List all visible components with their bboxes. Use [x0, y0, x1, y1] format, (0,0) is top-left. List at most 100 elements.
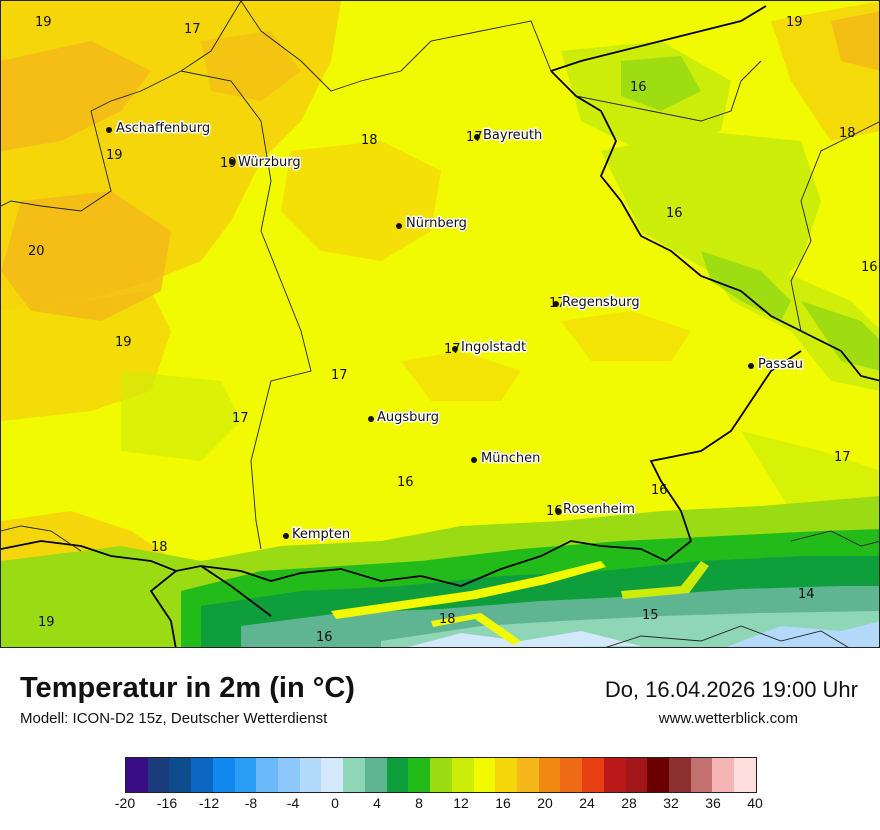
- legend-tick-label: -20: [114, 795, 136, 811]
- legend-color-cell: [321, 758, 344, 792]
- legend-tick-label: -8: [244, 795, 258, 811]
- temp-label: 16: [666, 206, 683, 221]
- city-augsburg: Augsburg: [368, 409, 441, 427]
- city-label: Augsburg: [377, 410, 439, 425]
- legend-tick-label: 0: [331, 795, 339, 811]
- city-dot: [553, 301, 559, 307]
- map-canvas: 19 17 19 18 17 18 19 19 20 19 16 17 17 1…: [1, 1, 879, 647]
- temp-label: 19: [106, 148, 123, 163]
- legend-color-cell: [126, 758, 148, 792]
- legend-color-cell: [278, 758, 300, 792]
- legend-tick-label: 4: [373, 795, 381, 811]
- alps-zones: [1, 496, 879, 647]
- city-dot: [748, 363, 754, 369]
- legend-color-cell: [169, 758, 192, 792]
- cities: Aschaffenburg Würzburg Bayreuth Nürnberg…: [106, 120, 804, 544]
- city-label: Würzburg: [238, 155, 301, 170]
- temp-label: 17: [834, 450, 851, 465]
- legend-color-cell: [647, 758, 669, 792]
- city-dot: [283, 533, 289, 539]
- city-label: Kempten: [292, 527, 350, 542]
- legend-color-cell: [690, 758, 713, 792]
- map-title: Temperatur in 2m (in °C): [20, 672, 355, 704]
- legend-color-cell: [343, 758, 365, 792]
- legend-tick-label: 40: [747, 795, 763, 811]
- city-dot: [229, 159, 235, 165]
- temp-label: 16: [397, 475, 414, 490]
- temp-label: 19: [35, 15, 52, 30]
- hot-zones: [1, 11, 879, 321]
- temp-label: 18: [361, 133, 378, 148]
- temp-label: 16: [651, 483, 668, 498]
- temp-label: 18: [439, 612, 456, 627]
- legend-color-cell: [191, 758, 213, 792]
- temp-label: 17: [184, 22, 201, 37]
- city-label: Aschaffenburg: [116, 121, 210, 136]
- legend-color-cell: [299, 758, 322, 792]
- legend-tick-labels: -20 -16 -12 -8 -4 0 4 8 12 16 20 24 28 32 36 40: [115, 795, 763, 815]
- temp-label: 19: [786, 15, 803, 30]
- legend-color-cell: [212, 758, 235, 792]
- city-label: Bayreuth: [483, 128, 542, 143]
- temp-label: 20: [28, 244, 45, 259]
- temp-label: 16: [546, 504, 563, 519]
- color-legend: [125, 757, 757, 793]
- temp-label: 17: [232, 411, 249, 426]
- legend-color-cell: [582, 758, 604, 792]
- temp-label: 16: [316, 630, 333, 645]
- city-dot: [474, 134, 480, 140]
- legend-tick-label: -16: [156, 795, 178, 811]
- state-borders: [1, 1, 879, 647]
- model-subtitle: Modell: ICON-D2 15z, Deutscher Wetterdie…: [20, 710, 328, 727]
- legend-color-cell: [712, 758, 735, 792]
- city-wuerzburg: Würzburg: [229, 154, 302, 172]
- legend-tick-label: 12: [453, 795, 469, 811]
- temp-label: 17: [331, 368, 348, 383]
- legend-tick-label: 20: [537, 795, 553, 811]
- temperature-labels: 19 17 19 18 17 18 19 19 20 19 16 17 17 1…: [28, 15, 878, 645]
- city-aschaffenburg: Aschaffenburg: [106, 120, 212, 138]
- temp-label: 18: [151, 540, 168, 555]
- legend-color-cell: [234, 758, 257, 792]
- cool-zones: [121, 41, 879, 521]
- city-ingolstadt: Ingolstadt: [452, 339, 528, 357]
- city-bayreuth: Bayreuth: [474, 127, 544, 145]
- city-label: Nürnberg: [406, 216, 467, 231]
- legend-color-cell: [538, 758, 561, 792]
- legend-color-cell: [625, 758, 648, 792]
- legend-tick-label: -4: [286, 795, 300, 811]
- legend-color-cell: [430, 758, 452, 792]
- city-rosenheim: Rosenheim: [555, 501, 636, 519]
- temp-label: 18: [839, 126, 856, 141]
- city-regensburg: Regensburg: [553, 294, 641, 312]
- city-dot: [368, 416, 374, 422]
- green-zones: [621, 56, 879, 371]
- legend-color-cell: [386, 758, 409, 792]
- legend-tick-label: 32: [663, 795, 679, 811]
- legend-tick-label: 24: [579, 795, 595, 811]
- legend-color-cell: [451, 758, 474, 792]
- legend-tick-label: 16: [495, 795, 511, 811]
- borders: [1, 5, 879, 647]
- legend-tick-label: 36: [705, 795, 721, 811]
- legend-color-cell: [495, 758, 517, 792]
- city-nuernberg: Nürnberg: [396, 215, 468, 233]
- city-label: Passau: [758, 357, 803, 372]
- legend-color-cell: [408, 758, 431, 792]
- city-label: Rosenheim: [563, 502, 635, 517]
- legend-color-cell: [516, 758, 539, 792]
- legend-color-cell: [364, 758, 387, 792]
- temperature-map: 19 17 19 18 17 18 19 19 20 19 16 17 17 1…: [0, 0, 880, 648]
- city-dot: [452, 346, 458, 352]
- legend-color-cell: [560, 758, 583, 792]
- legend-tick-label: 8: [415, 795, 423, 811]
- legend-color-cell: [147, 758, 170, 792]
- city-muenchen: München: [471, 450, 542, 468]
- city-kempten: Kempten: [283, 526, 352, 544]
- website-link[interactable]: www.wetterblick.com: [658, 710, 798, 727]
- city-dot: [106, 127, 112, 133]
- temp-label: 15: [642, 608, 659, 623]
- city-dot: [555, 508, 561, 514]
- temp-label: 16: [630, 80, 647, 95]
- city-label: Regensburg: [562, 295, 640, 310]
